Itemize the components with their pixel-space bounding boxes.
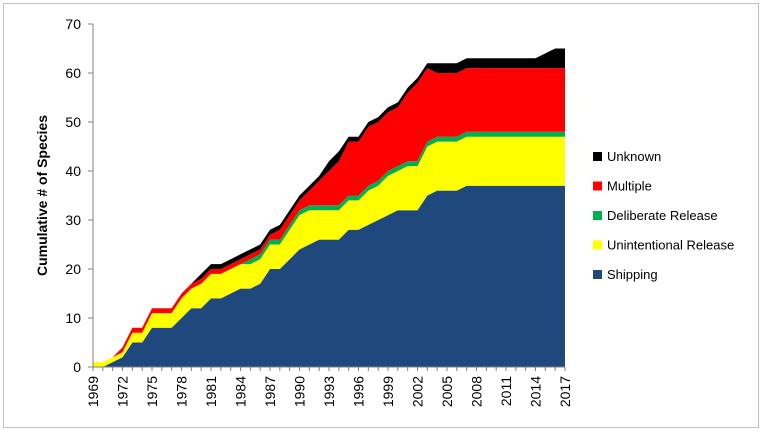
x-tick-label: 1975 [144, 376, 160, 407]
x-tick-label: 1984 [233, 376, 249, 407]
legend-label-shipping: Shipping [607, 267, 658, 282]
y-tick-label: 0 [73, 359, 81, 375]
y-tick-label: 40 [65, 163, 81, 179]
x-tick-label: 1999 [380, 376, 396, 407]
legend-swatch-multiple [593, 181, 602, 191]
x-tick-label: 2014 [528, 376, 544, 407]
y-tick-label: 10 [65, 310, 81, 326]
x-tick-label: 1987 [262, 376, 278, 407]
x-tick-label: 1996 [351, 376, 367, 407]
x-tick-label: 2008 [469, 376, 485, 407]
legend-label-unintentional-release: Unintentional Release [607, 238, 734, 253]
area-shipping [93, 185, 565, 367]
y-tick-label: 30 [65, 212, 81, 228]
chart-frame [3, 3, 759, 428]
legend-swatch-unknown [593, 152, 602, 161]
x-tick-label: 2017 [557, 376, 573, 407]
area-unintentional-release [93, 136, 565, 367]
x-tick-label: 1969 [85, 376, 101, 407]
x-tick-label: 2005 [439, 376, 455, 407]
y-tick-label: 70 [65, 16, 81, 32]
y-tick-label: 60 [65, 65, 81, 81]
y-tick-label: 50 [65, 114, 81, 130]
x-tick-label: 2002 [410, 376, 426, 407]
area-multiple [93, 68, 565, 363]
legend-swatch-shipping [593, 270, 602, 279]
legend-label-unknown: Unknown [607, 149, 661, 164]
x-tick-label: 2011 [498, 376, 514, 406]
x-tick-label: 1993 [321, 376, 337, 407]
x-tick-label: 1972 [115, 376, 131, 407]
x-tick-label: 1981 [203, 376, 219, 407]
legend-swatch-unintentional-release [593, 240, 602, 250]
legend-swatch-deliberate-release [593, 211, 602, 220]
x-tick-label: 1978 [174, 376, 190, 407]
y-axis-title: Cumulative # of Species [34, 115, 50, 276]
x-tick-label: 1990 [292, 376, 308, 407]
legend-label-multiple: Multiple [607, 179, 652, 194]
y-tick-label: 20 [65, 261, 81, 277]
legend-label-deliberate-release: Deliberate Release [607, 208, 718, 223]
